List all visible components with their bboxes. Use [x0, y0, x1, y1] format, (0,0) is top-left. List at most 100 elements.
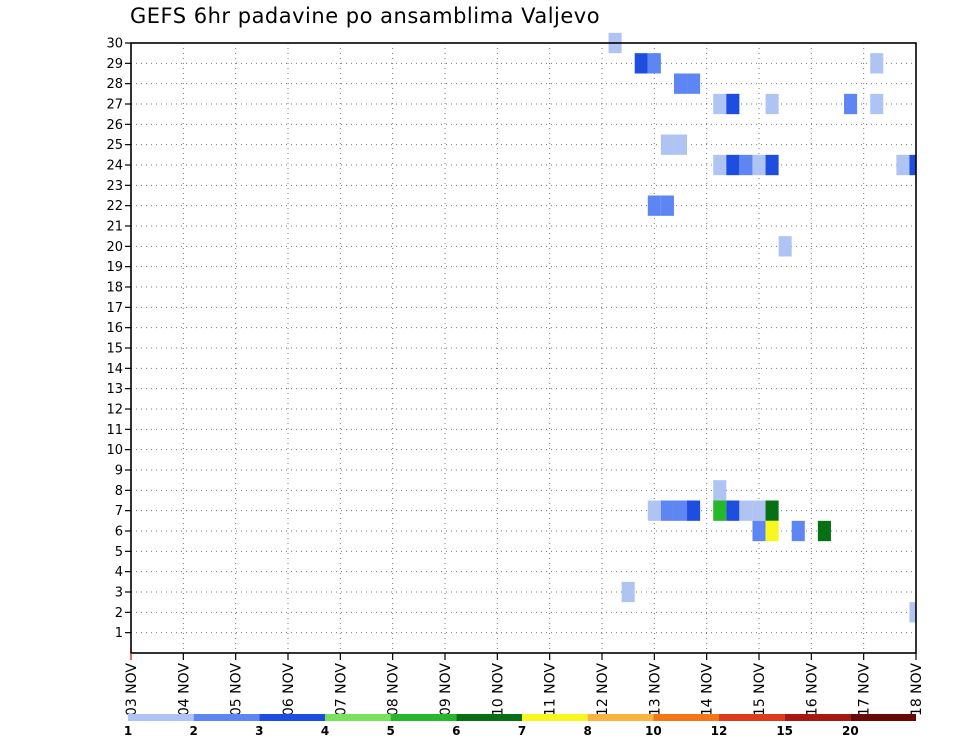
heatmap-cell — [673, 73, 688, 94]
chart-title: GEFS 6hr padavine po ansamblima Valjevo — [130, 4, 601, 28]
colorbar-label: 5 — [386, 724, 394, 738]
colorbar-label: 4 — [321, 724, 329, 738]
heatmap-cell — [739, 500, 753, 521]
heatmap-cell — [739, 154, 753, 176]
y-tick-label: 11 — [106, 423, 123, 438]
heatmap-cell — [765, 154, 779, 176]
y-tick-label: 2 — [115, 606, 123, 621]
heatmap-cell — [844, 93, 858, 115]
heatmap-cell — [909, 602, 916, 623]
heatmap-cell — [726, 93, 740, 115]
colorbar-label: 3 — [255, 724, 263, 738]
heatmap-cell — [726, 500, 740, 521]
y-tick-label: 27 — [106, 98, 123, 113]
heatmap-cell — [870, 93, 884, 115]
y-tick-label: 18 — [106, 281, 123, 296]
y-tick-label: 19 — [106, 260, 123, 275]
y-tick-label: 17 — [106, 301, 123, 316]
colorbar-label: 8 — [583, 724, 591, 738]
colorbar-segment — [522, 714, 588, 721]
y-tick-label: 22 — [106, 199, 123, 214]
plot-frame — [130, 42, 917, 654]
heatmap-cell — [713, 93, 727, 115]
x-tick-label: 04 NOV — [176, 663, 192, 717]
y-tick-label: 26 — [106, 118, 123, 133]
heatmap-cell — [752, 154, 766, 176]
colorbar-segment — [193, 714, 260, 721]
y-tick-label: 4 — [115, 565, 123, 580]
x-tick-label: 08 NOV — [386, 663, 402, 717]
colorbar-label: 1 — [124, 724, 132, 738]
heatmap-cell — [765, 520, 779, 542]
x-tick-label: 05 NOV — [229, 663, 245, 717]
colorbar-segment — [128, 714, 194, 721]
y-tick-label: 1 — [115, 626, 123, 641]
colorbar-label: 15 — [776, 724, 793, 738]
heatmap-cell — [752, 500, 766, 521]
x-tick-label: 10 NOV — [490, 663, 506, 717]
heatmap-cell — [647, 53, 661, 74]
heatmap-cell — [817, 520, 831, 542]
x-tick-label: 12 NOV — [595, 663, 611, 717]
x-tick-label: 14 NOV — [700, 663, 716, 717]
y-tick-label: 8 — [115, 484, 123, 499]
heatmap-cell — [726, 154, 740, 176]
heatmap-cell — [660, 500, 674, 521]
y-tick-label: 13 — [106, 382, 123, 397]
y-tick-label: 24 — [106, 159, 123, 174]
y-tick-label: 5 — [115, 545, 123, 560]
heatmap-cell — [870, 53, 884, 74]
colorbar-segment — [719, 714, 785, 721]
y-tick-label: 9 — [115, 464, 123, 479]
y-tick-label: 29 — [106, 57, 123, 72]
y-tick-label: 25 — [106, 138, 123, 153]
grid-lines — [131, 43, 916, 653]
x-tick-label: 18 NOV — [909, 663, 925, 717]
heatmap-cell — [778, 236, 792, 257]
colorbar-label: 2 — [189, 724, 197, 738]
colorbar-segment — [850, 714, 916, 721]
heatmap-cell — [896, 154, 910, 176]
x-tick-label: 09 NOV — [438, 663, 454, 717]
y-tick-label: 6 — [115, 525, 123, 540]
heatmap-cell — [647, 500, 661, 521]
y-tick-label: 3 — [115, 586, 123, 601]
colorbar-segment — [587, 714, 654, 721]
y-tick-label: 28 — [106, 77, 123, 92]
colorbar-segment — [456, 714, 522, 721]
heatmap-cell — [621, 581, 635, 603]
heatmap-cell — [687, 73, 701, 94]
x-tick-label: 07 NOV — [333, 663, 349, 717]
colorbar-segment — [325, 714, 391, 721]
heatmap-cell — [687, 500, 701, 521]
heatmap-cell — [713, 500, 727, 521]
colorbar-segment — [653, 714, 719, 721]
heatmap-cell — [634, 53, 648, 74]
colorbar-segment — [390, 714, 457, 721]
heatmap-cell — [660, 195, 674, 216]
y-tick-label: 12 — [106, 403, 123, 418]
colorbar: 1 2 3 4 5 6 7 8 10 12 15 20 — [124, 714, 916, 738]
heatmap-cell — [660, 134, 674, 155]
colorbar-segment — [259, 714, 325, 721]
x-tick-label: 15 NOV — [752, 663, 768, 717]
y-tick-label: 23 — [106, 179, 123, 194]
y-tick-label: 10 — [106, 443, 123, 458]
x-tick-label: 03 NOV — [124, 663, 140, 717]
heatmap-cell — [713, 480, 727, 501]
heatmap-cell — [713, 154, 727, 176]
colorbar-label: 6 — [452, 724, 460, 738]
heatmap-cells — [608, 32, 916, 623]
heatmap-cell — [673, 500, 688, 521]
x-tick-label: 16 NOV — [804, 663, 820, 717]
x-tick-label: 11 NOV — [543, 663, 559, 717]
heatmap-cell — [752, 520, 766, 542]
y-tick-label: 20 — [106, 240, 123, 255]
colorbar-label: 12 — [711, 724, 728, 738]
colorbar-label: 10 — [645, 724, 662, 738]
y-axis-ticks: 1234567891011121314151617181920212223242… — [106, 37, 131, 641]
y-tick-label: 30 — [106, 37, 123, 52]
y-tick-label: 21 — [106, 220, 123, 235]
x-tick-label: 13 NOV — [647, 663, 663, 717]
